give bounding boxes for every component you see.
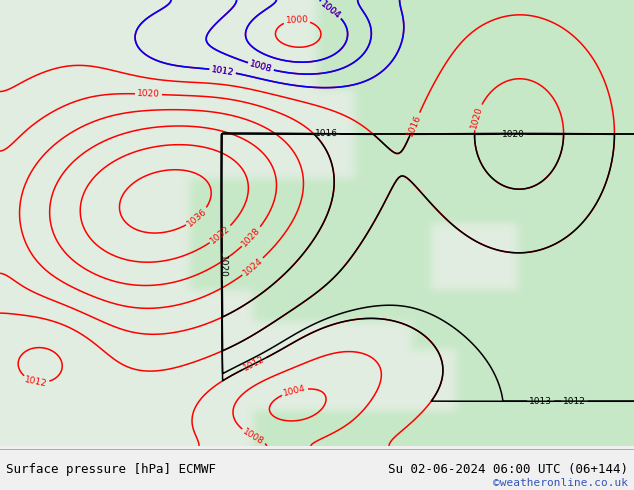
Text: 1013: 1013 bbox=[529, 396, 552, 406]
Text: 1008: 1008 bbox=[242, 427, 266, 446]
Text: 1028: 1028 bbox=[240, 225, 262, 248]
Text: 1020: 1020 bbox=[217, 255, 227, 278]
Text: 1036: 1036 bbox=[186, 206, 209, 228]
Text: 1004: 1004 bbox=[319, 0, 342, 21]
Text: 1012: 1012 bbox=[210, 65, 235, 77]
Text: 1008: 1008 bbox=[249, 59, 273, 74]
Text: Su 02-06-2024 06:00 UTC (06+144): Su 02-06-2024 06:00 UTC (06+144) bbox=[387, 463, 628, 476]
Text: 1004: 1004 bbox=[319, 0, 342, 21]
Text: 1016: 1016 bbox=[315, 129, 338, 139]
Text: 1012: 1012 bbox=[242, 355, 267, 373]
Text: ©weatheronline.co.uk: ©weatheronline.co.uk bbox=[493, 478, 628, 488]
Text: 1012: 1012 bbox=[210, 65, 235, 77]
Text: 1008: 1008 bbox=[249, 59, 273, 74]
Text: 1032: 1032 bbox=[209, 224, 232, 245]
Text: 1020: 1020 bbox=[470, 105, 484, 129]
Text: 1012: 1012 bbox=[563, 397, 586, 406]
Text: 1020: 1020 bbox=[501, 130, 524, 139]
Text: Surface pressure [hPa] ECMWF: Surface pressure [hPa] ECMWF bbox=[6, 463, 216, 476]
Text: 1020: 1020 bbox=[137, 89, 160, 99]
Text: 1016: 1016 bbox=[406, 113, 423, 137]
Text: 1024: 1024 bbox=[242, 256, 264, 277]
Text: 1004: 1004 bbox=[283, 384, 307, 398]
Text: 1012: 1012 bbox=[24, 375, 48, 389]
Text: 1000: 1000 bbox=[285, 15, 309, 25]
